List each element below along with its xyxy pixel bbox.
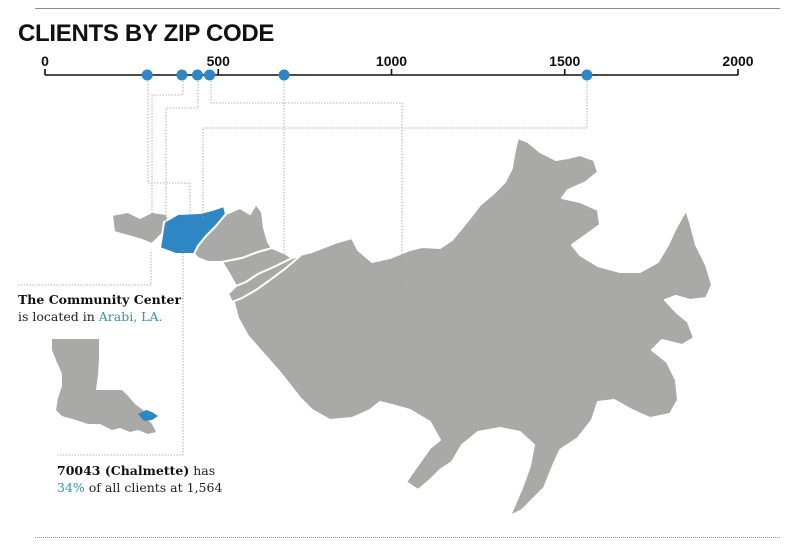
leader-line bbox=[202, 75, 588, 220]
leader-line bbox=[57, 250, 184, 456]
leader-lines bbox=[18, 75, 588, 456]
leader-line bbox=[151, 75, 184, 216]
chart-title: CLIENTS BY ZIP CODE bbox=[18, 20, 275, 47]
x-axis: 0 500 1000 1500 2000 bbox=[41, 53, 754, 76]
parish-map bbox=[111, 137, 713, 517]
zip-label: 70043 (Chalmette) bbox=[57, 463, 190, 478]
leader-line bbox=[18, 252, 152, 286]
louisiana-outline bbox=[52, 339, 156, 434]
community-center-name: The Community Center bbox=[18, 292, 182, 307]
data-point bbox=[141, 69, 153, 81]
data-point bbox=[278, 69, 290, 81]
zip-percent: 34% bbox=[57, 480, 85, 495]
data-point bbox=[204, 69, 216, 81]
bottom-rule bbox=[35, 537, 780, 538]
zip-rest: of all clients at 1,564 bbox=[84, 480, 223, 495]
tick-label: 1500 bbox=[549, 53, 580, 69]
tick-label: 2000 bbox=[722, 53, 753, 69]
tick-label: 500 bbox=[207, 53, 231, 69]
zip-highlight-note: 70043 (Chalmette) has 34% of all clients… bbox=[57, 462, 222, 496]
data-points bbox=[141, 69, 593, 81]
community-center-note: The Community Center is located in Arabi… bbox=[18, 291, 181, 325]
zip-has: has bbox=[189, 463, 216, 478]
data-point bbox=[176, 69, 188, 81]
leader-line bbox=[165, 75, 199, 230]
data-point bbox=[191, 69, 203, 81]
tick-label: 0 bbox=[41, 53, 49, 69]
community-center-place: Arabi, LA. bbox=[98, 309, 163, 324]
zip-region-6 bbox=[231, 137, 713, 517]
louisiana-locator-map bbox=[52, 339, 158, 434]
community-center-prefix: is located in bbox=[18, 309, 99, 324]
louisiana-highlight bbox=[138, 410, 158, 421]
leader-line bbox=[147, 75, 191, 214]
tick-label: 1000 bbox=[376, 53, 407, 69]
leader-line bbox=[210, 75, 403, 290]
data-point bbox=[581, 69, 593, 81]
top-rule bbox=[35, 8, 780, 9]
zip-region-5 bbox=[227, 255, 301, 303]
